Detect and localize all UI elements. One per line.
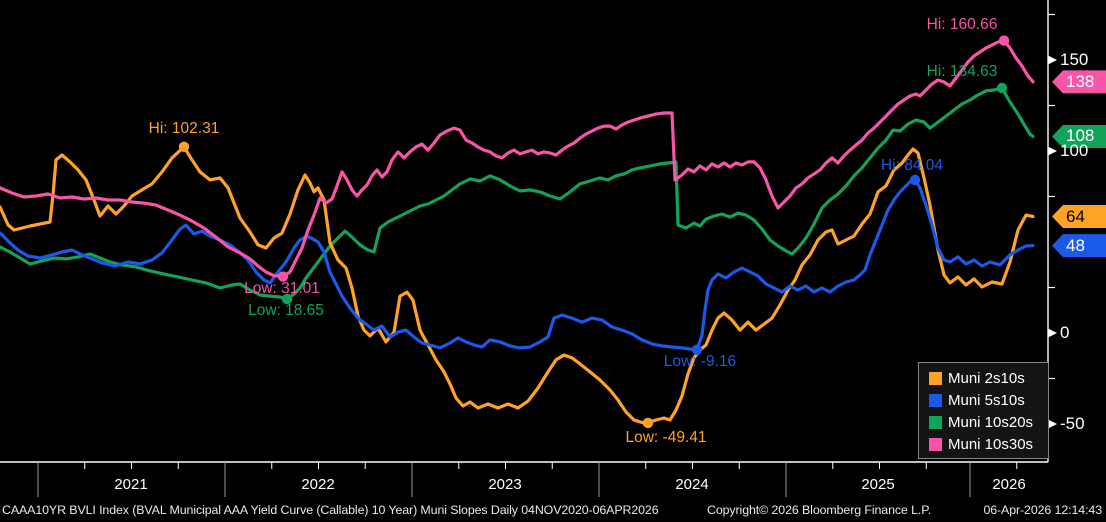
y-axis-label-0: 0 xyxy=(1060,323,1070,342)
annotation-hi-2s10s: Hi: 102.31 xyxy=(148,120,220,137)
x-axis-year-2024: 2024 xyxy=(675,476,709,493)
annotation-low-5s10s: Low: -9.16 xyxy=(663,353,737,370)
hi-low-marker-dot xyxy=(642,417,654,429)
y-axis-label-neg50: -50 xyxy=(1060,414,1085,433)
legend-swatch-orange xyxy=(929,371,942,385)
last-value-badge-shape xyxy=(1052,205,1106,229)
last-value-badge-shape xyxy=(1052,234,1106,258)
hi-low-marker-dot xyxy=(998,35,1010,46)
last-value-badge-10s20s: 108 xyxy=(1066,126,1095,146)
annotation-low-2s10s: Low: -49.41 xyxy=(625,429,707,446)
annotation-hi-10s20s: Hi: 134.63 xyxy=(926,63,998,80)
hi-low-marker-dot xyxy=(281,293,293,305)
series-line-muni-2s10s[interactable] xyxy=(0,145,1035,425)
hi-low-marker-dot xyxy=(277,271,289,282)
last-value-badge-shape xyxy=(1052,124,1106,148)
y-axis-label-150: 150 xyxy=(1060,50,1089,69)
annotation-low-10s30s: Low: 31.01 xyxy=(244,280,320,297)
status-bar: CAAA10YR BVLI Index (BVAL Municipal AAA … xyxy=(0,498,1106,522)
y-major-tick-arrow xyxy=(1048,328,1057,338)
chart-legend: Muni 2s10s Muni 5s10s Muni 10s20s Muni 1… xyxy=(918,362,1049,459)
x-axis-year-2026: 2026 xyxy=(992,476,1026,493)
y-axis-label-100: 100 xyxy=(1060,141,1089,160)
annotation-hi-10s30s: Hi: 160.66 xyxy=(926,16,998,33)
legend-item-muni-10s20s[interactable]: Muni 10s20s xyxy=(929,411,1048,433)
x-axis-year-2025: 2025 xyxy=(861,476,895,493)
hi-low-marker-dot xyxy=(691,344,703,355)
x-axis-year-2023: 2023 xyxy=(488,476,522,493)
legend-label: Muni 2s10s xyxy=(948,369,1025,387)
hi-low-marker-dot xyxy=(996,82,1008,94)
series-line-muni-5s10s[interactable] xyxy=(0,178,1035,352)
legend-item-muni-10s30s[interactable]: Muni 10s30s xyxy=(929,433,1048,455)
legend-swatch-pink xyxy=(929,437,942,451)
y-major-tick-arrow xyxy=(1048,419,1057,429)
hi-low-marker-dot xyxy=(909,174,921,186)
last-value-badge-shape xyxy=(1052,70,1106,94)
last-value-badge-2s10s: 64 xyxy=(1066,206,1085,226)
last-value-badge-5s10s: 48 xyxy=(1066,235,1085,255)
last-value-badge-10s30s: 138 xyxy=(1066,71,1095,91)
legend-item-muni-2s10s[interactable]: Muni 2s10s xyxy=(929,367,1048,389)
copyright-text: Copyright© 2026 Bloomberg Finance L.P. xyxy=(707,503,932,517)
legend-item-muni-5s10s[interactable]: Muni 5s10s xyxy=(929,389,1048,411)
hi-low-marker-dot xyxy=(178,141,190,152)
annotation-hi-5s10s: Hi: 84.04 xyxy=(880,157,944,174)
legend-swatch-green xyxy=(929,415,942,429)
x-axis-year-2021: 2021 xyxy=(114,476,148,493)
annotation-low-10s20s: Low: 18.65 xyxy=(248,302,324,319)
legend-label: Muni 10s20s xyxy=(948,413,1034,431)
x-axis-year-2022: 2022 xyxy=(301,476,335,493)
legend-label: Muni 10s30s xyxy=(948,435,1034,453)
y-major-tick-arrow xyxy=(1048,146,1057,156)
y-major-tick-arrow xyxy=(1048,55,1057,65)
datetime-text: 06-Apr-2026 12:14:43 xyxy=(983,503,1102,517)
legend-swatch-blue xyxy=(929,393,942,407)
series-line-muni-10s30s[interactable] xyxy=(0,38,1035,279)
ticker-description-text: CAAA10YR BVLI Index (BVAL Municipal AAA … xyxy=(2,503,659,517)
series-line-muni-10s20s[interactable] xyxy=(0,86,1035,301)
legend-label: Muni 5s10s xyxy=(948,391,1025,409)
